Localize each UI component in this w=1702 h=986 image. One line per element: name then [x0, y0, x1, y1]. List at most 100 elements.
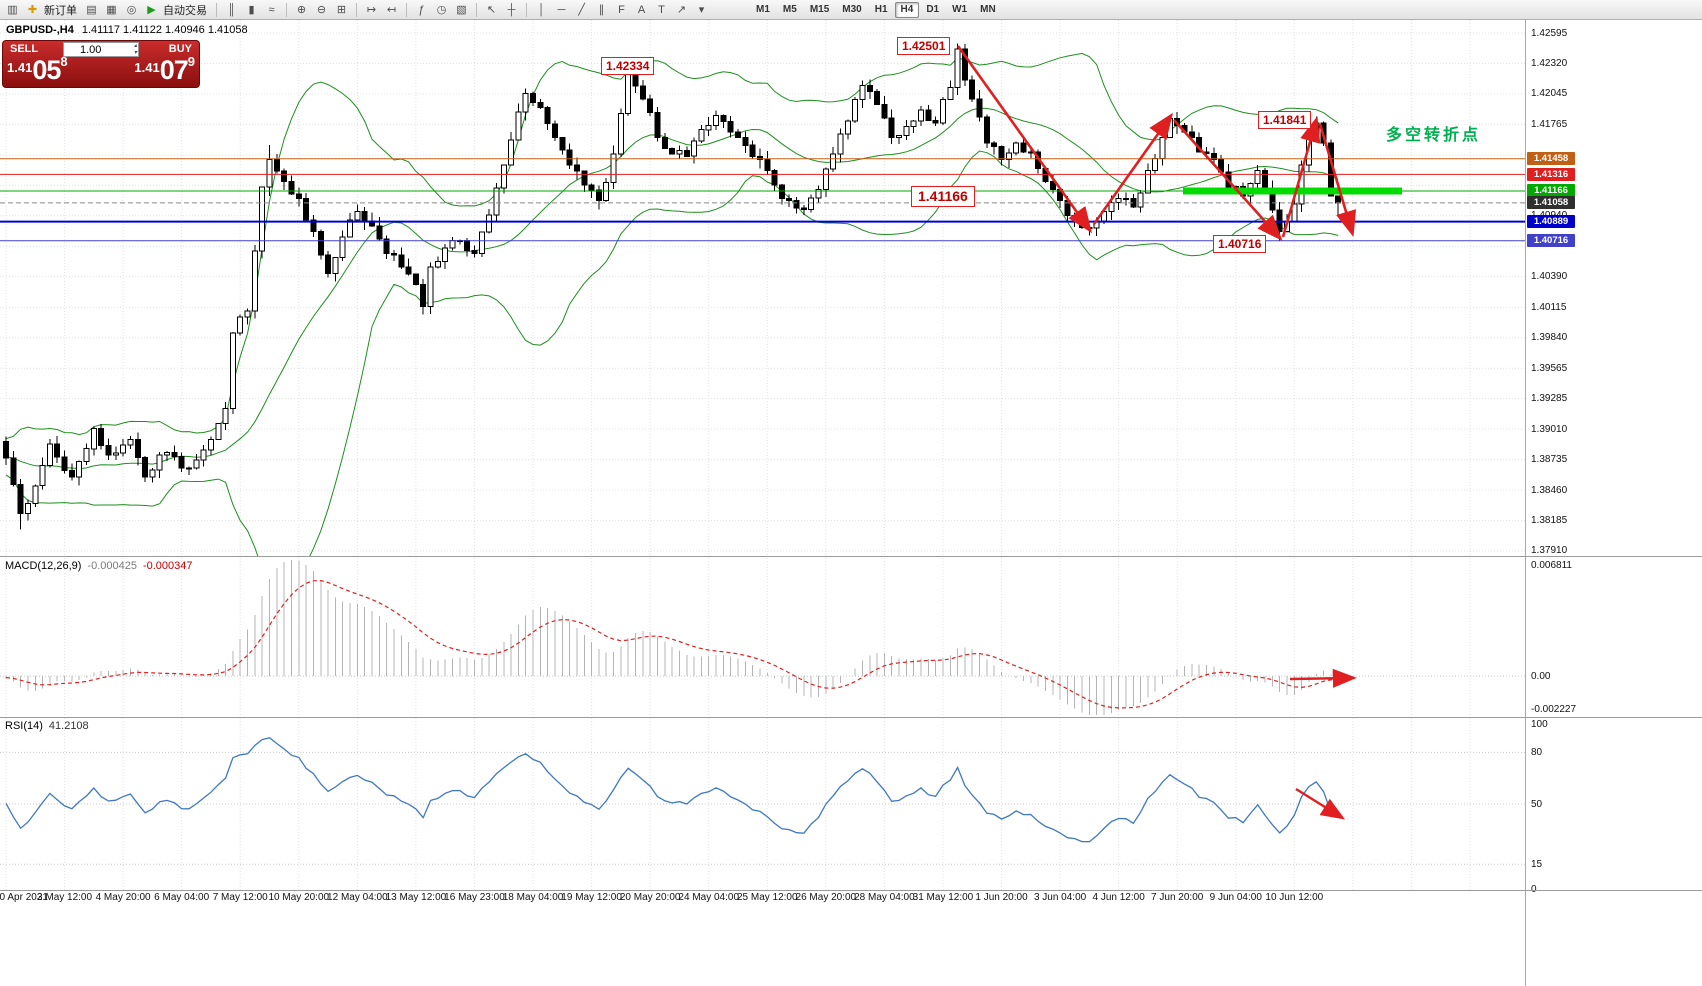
price-axis-label: 1.39840: [1531, 332, 1568, 344]
price-axis-label: 1.42595: [1531, 27, 1568, 39]
new-order-button-label[interactable]: 新订单: [44, 4, 77, 17]
timeframe-d1[interactable]: D1: [926, 4, 940, 15]
current-price-tag: 1.41058: [1527, 196, 1575, 210]
time-axis-label: 16 May 23:00: [444, 892, 505, 903]
autotrading-button-label[interactable]: 自动交易: [163, 4, 207, 17]
templates-icon[interactable]: ▧: [456, 4, 467, 16]
price-axis-label: 1.38460: [1531, 484, 1568, 496]
price-axis-label: 1.39010: [1531, 423, 1568, 435]
text-icon[interactable]: A: [637, 3, 646, 16]
auto-scroll-icon[interactable]: ↦: [366, 4, 377, 16]
zoom-in-icon[interactable]: ⊕: [296, 4, 307, 16]
data-window-icon[interactable]: ▦: [106, 4, 117, 16]
volume-down-arrow[interactable]: ▾: [133, 49, 137, 56]
periods-icon[interactable]: ◷: [436, 4, 447, 16]
price-line-tag: 1.41316: [1527, 167, 1575, 181]
rsi-axis-label: 15: [1531, 858, 1543, 870]
chart-window-icon[interactable]: ▥: [7, 4, 18, 16]
macd-panel[interactable]: [0, 558, 1525, 716]
price-axis-label: 1.41765: [1531, 119, 1568, 131]
price-axis-label: 1.42045: [1531, 88, 1568, 100]
trend-arrow: [956, 45, 1093, 234]
price-axis-label: 1.40390: [1531, 271, 1568, 283]
price-scale[interactable]: 1.425951.423201.420451.417651.409401.403…: [1525, 20, 1702, 986]
ohlc-values: 1.41117 1.41122 1.40946 1.41058: [81, 24, 248, 36]
time-axis-label: 26 May 20:00: [795, 892, 857, 903]
bollinger-bands: [5, 52, 1339, 556]
volume-up-arrow[interactable]: ▴: [133, 43, 137, 49]
line-chart-icon[interactable]: ≈: [268, 3, 275, 16]
panel-divider[interactable]: [0, 890, 1702, 891]
timeframe-h1[interactable]: H1: [874, 4, 888, 15]
price-axis-label: 1.39565: [1531, 362, 1568, 374]
macd-signal-line: [5, 579, 1339, 709]
cursor-icon[interactable]: ↖: [486, 4, 497, 16]
sell-button[interactable]: 1.41058: [7, 54, 68, 85]
trend-arrow: [1281, 115, 1321, 238]
rsi-line: [5, 736, 1339, 843]
buy-button[interactable]: 1.41079: [134, 54, 195, 85]
timeframe-m30[interactable]: M30: [842, 4, 862, 15]
symbol-period-label: GBPUSD-,H4: [6, 24, 74, 36]
trend-arrow: [1092, 112, 1174, 225]
arrows-icon[interactable]: ↗: [676, 4, 687, 16]
panel-divider[interactable]: [0, 717, 1702, 718]
rsi-axis-label: 50: [1531, 798, 1543, 810]
volume-value[interactable]: 1.00: [80, 43, 102, 56]
timeframe-m1[interactable]: M1: [756, 4, 770, 15]
timeframe-bar: M1 M5 M15 M30 H1 H4 D1 W1 MN: [750, 1, 1002, 18]
fibonacci-icon[interactable]: F: [618, 3, 625, 16]
panel-divider[interactable]: [0, 556, 1702, 557]
new-order-button[interactable]: ✚: [27, 4, 38, 16]
tile-windows-icon[interactable]: ⊞: [336, 4, 347, 16]
macd-header: MACD(12,26,9) -0.000425 -0.000347: [5, 560, 193, 572]
time-axis-label: 24 May 04:00: [678, 892, 740, 903]
toolbar-separator: [356, 2, 357, 17]
crosshair-icon[interactable]: ┼: [507, 3, 516, 16]
rsi-header: RSI(14) 41.2108: [5, 720, 89, 732]
navigator-icon[interactable]: ◎: [126, 4, 137, 16]
time-axis-label: 10 May 20:00: [268, 892, 330, 903]
timeframe-m15[interactable]: M15: [809, 4, 830, 15]
macd-arrow: [1289, 668, 1357, 688]
price-axis-label: 1.39285: [1531, 393, 1568, 405]
channel-icon[interactable]: ∥: [598, 4, 605, 16]
toolbar-separator: [286, 2, 287, 17]
timeframe-h4[interactable]: H4: [894, 1, 920, 18]
rsi-panel[interactable]: [0, 718, 1525, 890]
volume-stepper[interactable]: 1.00 ▴ ▾: [63, 42, 139, 57]
indicators-icon[interactable]: ƒ: [418, 3, 425, 16]
macd-axis-label: 0.00: [1531, 670, 1551, 682]
bar-chart-icon[interactable]: ║: [227, 3, 236, 16]
label-icon[interactable]: T: [658, 3, 665, 16]
trendline-icon[interactable]: ╱: [578, 4, 585, 16]
dropdown-icon[interactable]: ▾: [698, 4, 705, 16]
zoom-out-icon[interactable]: ⊖: [316, 4, 327, 16]
vertical-line-icon[interactable]: │: [538, 3, 545, 16]
toolbar-separator: [406, 2, 407, 17]
sell-label: SELL: [10, 43, 39, 55]
time-axis-label: 4 Jun 12:00: [1092, 892, 1145, 903]
autotrading-button[interactable]: ▶: [147, 4, 156, 16]
price-line-tag: 1.41166: [1527, 184, 1575, 198]
candlestick-chart-icon[interactable]: ▮: [248, 4, 255, 16]
macd-axis-label: 0.006811: [1531, 560, 1572, 571]
price-axis-label: 1.42320: [1531, 57, 1568, 69]
trend-arrow: [1318, 123, 1357, 237]
main-price-chart[interactable]: [0, 20, 1525, 556]
time-axis-label: 13 May 12:00: [385, 892, 447, 903]
time-axis-label: 3 May 12:00: [37, 892, 93, 903]
horizontal-line-icon[interactable]: ─: [557, 3, 566, 16]
market-watch-icon[interactable]: ▤: [86, 4, 97, 16]
price-axis-label: 1.40115: [1531, 301, 1567, 313]
chart-title: GBPUSD-,H4 1.41117 1.41122 1.40946 1.4105…: [6, 24, 248, 36]
timeframe-m5[interactable]: M5: [782, 4, 797, 15]
chart-shift-icon[interactable]: ↤: [386, 4, 397, 16]
toolbar-separator: [216, 2, 217, 17]
timeframe-mn[interactable]: MN: [980, 4, 996, 15]
time-axis-label: 19 May 12:00: [561, 892, 622, 903]
timeframe-w1[interactable]: W1: [952, 4, 968, 15]
buy-label: BUY: [168, 43, 192, 55]
